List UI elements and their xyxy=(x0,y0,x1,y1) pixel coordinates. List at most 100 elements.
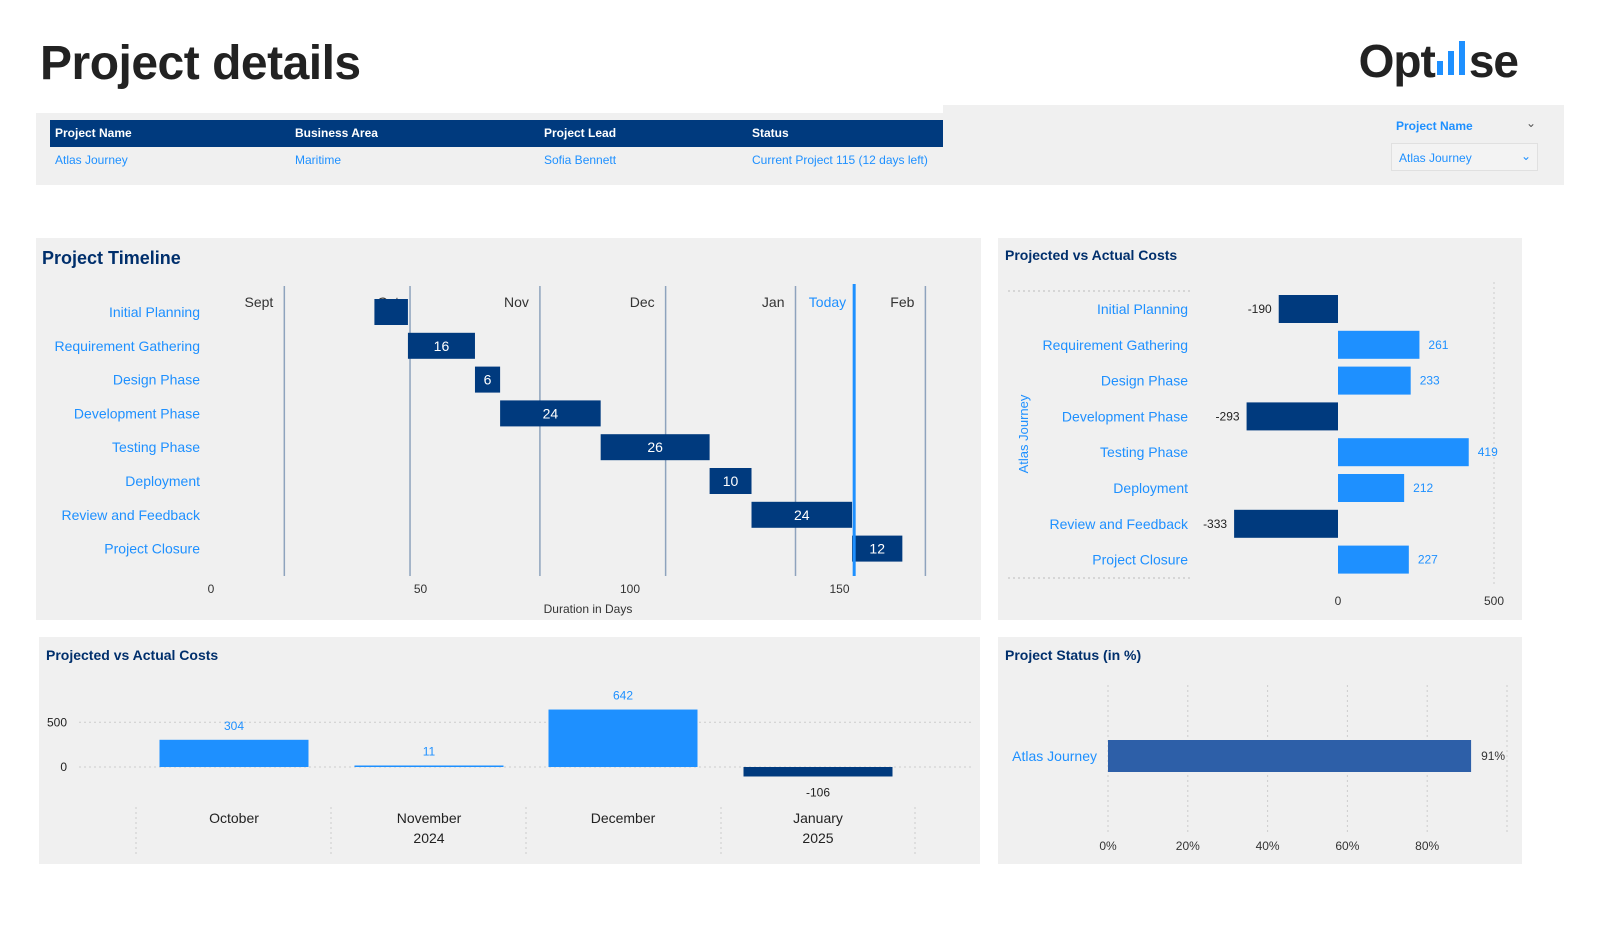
monthly-costs-chart: 500 0 304 October 11 November 642 December -106 J… xyxy=(47,689,974,855)
x-tick-label: 20% xyxy=(1176,839,1200,853)
cell-status: Current Project 115 (12 days left) xyxy=(752,153,928,167)
cell-project-lead: Sofia Bennett xyxy=(544,153,617,167)
cost-bar-positive xyxy=(1338,545,1409,574)
cost-value-label: 227 xyxy=(1418,553,1438,567)
x-tick-label: 150 xyxy=(829,582,849,596)
phase-label: Development Phase xyxy=(1062,408,1188,424)
task-label: Review and Feedback xyxy=(61,507,201,523)
phase-label: Initial Planning xyxy=(1097,301,1188,317)
month-label: January xyxy=(793,810,843,826)
cost-value-label: 212 xyxy=(1413,481,1433,495)
task-label: Initial Planning xyxy=(109,304,200,320)
phase-label: Deployment xyxy=(1113,480,1188,496)
task-bar xyxy=(709,468,752,494)
task-duration-label: 24 xyxy=(794,507,810,523)
slicer-collapse-icon[interactable]: ⌄ xyxy=(1526,116,1537,130)
timeline-chart: SeptOctNovDecJanFebInitial PlanningRequi… xyxy=(54,284,927,616)
phase-label: Review and Feedback xyxy=(1049,516,1189,532)
cost-value-label: -333 xyxy=(1203,517,1227,531)
month-bar xyxy=(354,765,504,767)
cost-bar-negative xyxy=(1246,402,1338,431)
status-category-label: Atlas Journey xyxy=(1012,748,1097,764)
cost-value-label: 419 xyxy=(1478,445,1498,459)
project-name-dropdown[interactable]: Atlas Journey ⌄ xyxy=(1391,143,1538,171)
x-tick-label: 80% xyxy=(1415,839,1439,853)
x-tick-label: 0% xyxy=(1099,839,1117,853)
project-status-card: Project Status (in %) 0% 20% 40% 60% 80% Atla… xyxy=(998,637,1522,864)
chevron-down-icon: ⌄ xyxy=(1520,149,1531,163)
phase-label: Requirement Gathering xyxy=(1042,337,1188,353)
status-value-label: 91% xyxy=(1481,749,1505,763)
cost-bar-positive xyxy=(1338,474,1405,502)
x-tick-label: 60% xyxy=(1335,839,1359,853)
project-status-chart: 0% 20% 40% 60% 80% Atlas Journey 91% xyxy=(1012,685,1508,853)
timeline-card: Project Timeline SeptOctNovDecJanFebInit… xyxy=(36,238,981,620)
logo-prefix: Opt xyxy=(1358,35,1436,87)
task-label: Design Phase xyxy=(113,372,200,388)
logo-bars-icon xyxy=(1435,41,1469,77)
cost-value-label: 261 xyxy=(1428,338,1448,352)
header-business-area[interactable]: Business Area xyxy=(295,126,378,140)
monthly-costs-title: Projected vs Actual Costs xyxy=(46,647,219,663)
slicer-label: Project Name xyxy=(1396,119,1473,133)
month-value-label: 642 xyxy=(613,689,633,703)
month-value-label: 304 xyxy=(224,719,244,733)
timeline-title: Project Timeline xyxy=(42,248,181,268)
task-label: Deployment xyxy=(125,473,200,489)
logo-suffix: se xyxy=(1468,35,1519,87)
monthly-costs-card: Projected vs Actual Costs 500 0 304 October… xyxy=(39,637,980,864)
status-bar xyxy=(1108,740,1472,772)
month-bar xyxy=(159,739,309,767)
task-bar xyxy=(751,501,853,528)
y-tick-label: 500 xyxy=(47,715,67,729)
cost-value-label: -293 xyxy=(1216,409,1240,423)
task-duration-label: 16 xyxy=(434,338,450,354)
phase-costs-card: Projected vs Actual Costs Atlas Journey I… xyxy=(998,238,1522,620)
month-label: December xyxy=(591,810,656,826)
month-value-label: -106 xyxy=(806,785,830,799)
month-label: Jan xyxy=(762,294,785,310)
phase-costs-chart: Atlas Journey Initial Planning -190 Require… xyxy=(1008,282,1504,608)
year-label: 2024 xyxy=(413,830,444,846)
task-label: Testing Phase xyxy=(112,439,200,455)
cost-value-label: 233 xyxy=(1420,374,1440,388)
cost-bar-positive xyxy=(1338,366,1411,395)
page-title: Project details xyxy=(40,37,361,90)
x-tick-label: 50 xyxy=(414,582,428,596)
month-label: Dec xyxy=(630,294,655,310)
x-axis-title: Duration in Days xyxy=(544,602,633,616)
task-label: Development Phase xyxy=(74,405,200,421)
year-label: 2025 xyxy=(802,830,833,846)
project-slicer-panel: Project Name ⌄ Atlas Journey ⌄ xyxy=(943,105,1564,185)
task-duration-label: 6 xyxy=(484,372,492,388)
header-project-lead[interactable]: Project Lead xyxy=(544,126,617,140)
month-label: October xyxy=(209,810,259,826)
cost-value-label: -190 xyxy=(1248,302,1272,316)
task-bar xyxy=(852,535,903,562)
project-status-title: Project Status (in %) xyxy=(1005,647,1142,663)
task-label: Requirement Gathering xyxy=(54,338,200,354)
table-header-row: Project Name Business Area Project Lead … xyxy=(50,120,967,147)
task-duration-label: 26 xyxy=(647,439,663,455)
cost-bar-negative xyxy=(1278,295,1338,323)
x-tick-label: 100 xyxy=(620,582,640,596)
today-label: Today xyxy=(809,294,846,310)
month-label: November xyxy=(397,810,462,826)
month-label: Feb xyxy=(890,294,914,310)
month-value-label: 11 xyxy=(423,745,436,759)
header-status[interactable]: Status xyxy=(752,126,789,140)
x-tick-label: 500 xyxy=(1484,594,1504,608)
header-project-name[interactable]: Project Name xyxy=(55,126,132,140)
cost-bar-negative xyxy=(1234,509,1338,538)
task-bar xyxy=(407,332,475,359)
cell-business-area: Maritime xyxy=(295,153,342,167)
month-bar-negative xyxy=(743,767,893,777)
task-bar xyxy=(474,366,501,393)
task-label: Project Closure xyxy=(104,541,200,557)
optilise-logo: Opt se xyxy=(1358,34,1519,88)
x-tick-label: 0 xyxy=(1335,594,1342,608)
x-tick-label: 0 xyxy=(208,582,215,596)
month-label: Nov xyxy=(504,294,529,310)
task-bar xyxy=(374,299,408,325)
cell-project-name: Atlas Journey xyxy=(55,153,128,167)
